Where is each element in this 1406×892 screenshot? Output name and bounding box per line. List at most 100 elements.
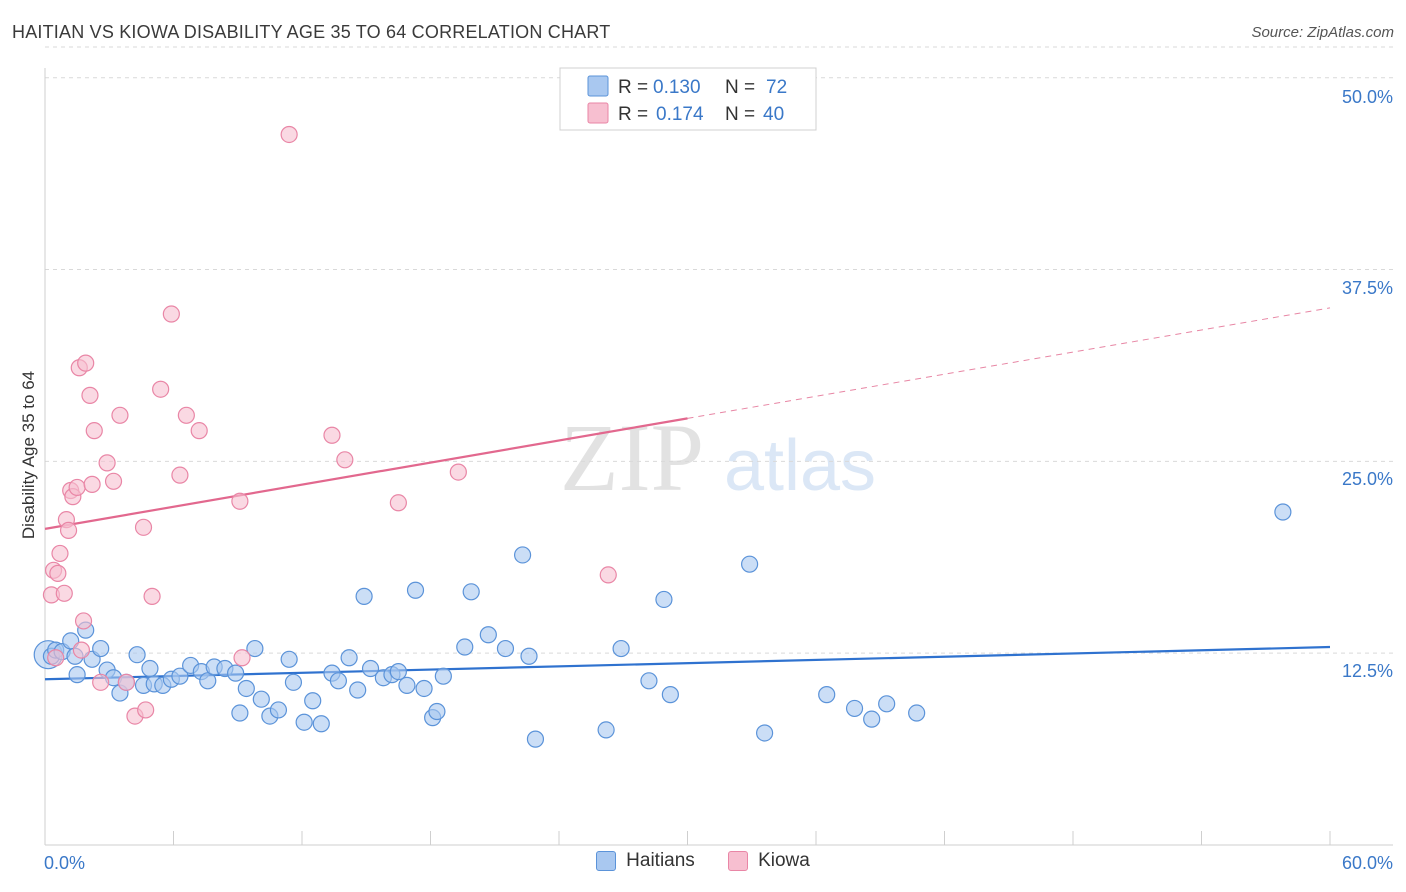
point-kiowa-21 xyxy=(111,406,129,424)
point-haitians-70 xyxy=(908,704,926,722)
point-kiowa-15 xyxy=(81,386,99,404)
point-haitians-50 xyxy=(428,702,446,721)
point-kiowa-26 xyxy=(143,587,161,605)
point-haitians-31 xyxy=(269,701,288,719)
chart-title: HAITIAN VS KIOWA DISABILITY AGE 35 TO 64… xyxy=(12,22,611,42)
legend-r-value-kiowa: 0.174 xyxy=(656,104,704,125)
point-kiowa-32 xyxy=(231,492,249,510)
point-haitians-33 xyxy=(284,673,303,691)
point-kiowa-28 xyxy=(162,305,180,323)
watermark-atlas: atlas xyxy=(724,426,876,506)
point-kiowa-38 xyxy=(449,463,467,481)
x-tick-label-60: 60.0% xyxy=(1342,853,1393,873)
point-haitians-36 xyxy=(312,715,330,733)
point-kiowa-31 xyxy=(190,422,208,440)
point-kiowa-34 xyxy=(280,125,298,144)
watermark-zip: ZIP xyxy=(560,404,704,511)
point-haitians-46 xyxy=(398,676,416,695)
legend-item-haitians: Haitians xyxy=(596,850,695,872)
point-haitians-28 xyxy=(246,639,264,658)
x-tick-label-0: 0.0% xyxy=(44,853,85,873)
point-haitians-63 xyxy=(661,686,679,704)
source-label: Source: ZipAtlas.com xyxy=(1251,24,1394,41)
point-haitians-68 xyxy=(863,710,881,728)
point-kiowa-24 xyxy=(134,518,153,536)
point-kiowa-2 xyxy=(47,649,65,667)
point-kiowa-19 xyxy=(98,454,116,472)
point-haitians-29 xyxy=(252,690,270,708)
legend-r-label-haitians: R = xyxy=(618,77,648,98)
point-haitians-13 xyxy=(128,646,146,664)
y-tick-label-25: 25.0% xyxy=(1342,469,1393,489)
point-kiowa-17 xyxy=(85,422,103,440)
legend-r-value-haitians: 0.130 xyxy=(653,77,701,98)
point-kiowa-10 xyxy=(68,478,86,497)
grid-lines xyxy=(45,46,1393,654)
point-kiowa-7 xyxy=(59,521,78,540)
legend-swatch-kiowa xyxy=(587,102,609,124)
y-tick-label-12-5: 12.5% xyxy=(1342,661,1393,681)
point-haitians-22 xyxy=(199,672,217,690)
point-haitians-69 xyxy=(878,695,896,713)
trend-line-kiowa xyxy=(44,417,688,530)
point-haitians-56 xyxy=(513,546,532,564)
point-kiowa-22 xyxy=(117,673,135,691)
point-kiowa-36 xyxy=(336,451,354,469)
point-kiowa-14 xyxy=(77,354,95,372)
point-haitians-55 xyxy=(496,639,515,658)
point-haitians-59 xyxy=(597,721,615,739)
point-haitians-41 xyxy=(355,587,373,605)
point-kiowa-18 xyxy=(92,673,110,691)
point-haitians-34 xyxy=(295,713,313,731)
point-kiowa-29 xyxy=(171,466,189,484)
point-haitians-66 xyxy=(818,686,836,704)
series-legend: Haitians Kiowa xyxy=(0,850,1406,877)
point-kiowa-30 xyxy=(177,406,195,424)
point-haitians-42 xyxy=(361,659,380,678)
point-haitians-38 xyxy=(329,672,348,690)
point-haitians-61 xyxy=(640,672,658,690)
point-haitians-53 xyxy=(462,583,480,601)
point-haitians-32 xyxy=(280,650,298,668)
point-haitians-26 xyxy=(231,704,249,722)
legend-r-label-kiowa: R = xyxy=(618,104,648,125)
y-tick-label-50: 50.0% xyxy=(1342,87,1393,107)
point-kiowa-16 xyxy=(83,475,101,493)
axes xyxy=(44,68,1393,846)
point-kiowa-12 xyxy=(72,641,91,659)
point-haitians-19 xyxy=(171,667,189,685)
legend-item-kiowa: Kiowa xyxy=(728,850,810,872)
point-haitians-65 xyxy=(755,724,774,742)
point-haitians-62 xyxy=(655,590,673,609)
point-haitians-51 xyxy=(434,667,452,685)
point-haitians-48 xyxy=(415,679,433,698)
legend-swatch-haitians xyxy=(587,75,609,97)
point-kiowa-5 xyxy=(55,584,73,602)
stats-legend: R = 0.130 N = 72 R = 0.174 N = 40 xyxy=(559,67,817,131)
point-haitians-67 xyxy=(845,699,864,718)
point-kiowa-39 xyxy=(599,566,617,584)
point-haitians-71 xyxy=(1274,503,1292,521)
point-kiowa-13 xyxy=(74,612,93,630)
point-kiowa-37 xyxy=(389,494,407,512)
legend-n-value-haitians: 72 xyxy=(766,77,787,98)
point-haitians-39 xyxy=(340,649,358,667)
trend-lines xyxy=(44,307,1331,681)
point-haitians-60 xyxy=(612,639,630,658)
legend-n-value-kiowa: 40 xyxy=(763,104,784,125)
legend-label-kiowa: Kiowa xyxy=(758,850,810,871)
data-points xyxy=(33,125,1292,748)
point-kiowa-20 xyxy=(104,472,123,490)
point-haitians-15 xyxy=(141,659,159,678)
point-haitians-27 xyxy=(237,679,255,698)
point-kiowa-25 xyxy=(137,701,155,719)
y-tick-label-37-5: 37.5% xyxy=(1342,278,1393,298)
point-haitians-40 xyxy=(349,681,367,699)
point-haitians-35 xyxy=(304,692,322,710)
point-kiowa-4 xyxy=(51,544,69,563)
legend-swatch-haitians-bottom xyxy=(596,851,617,871)
trend-line-haitians xyxy=(44,645,1331,681)
point-kiowa-35 xyxy=(323,426,341,444)
point-haitians-57 xyxy=(520,647,538,665)
